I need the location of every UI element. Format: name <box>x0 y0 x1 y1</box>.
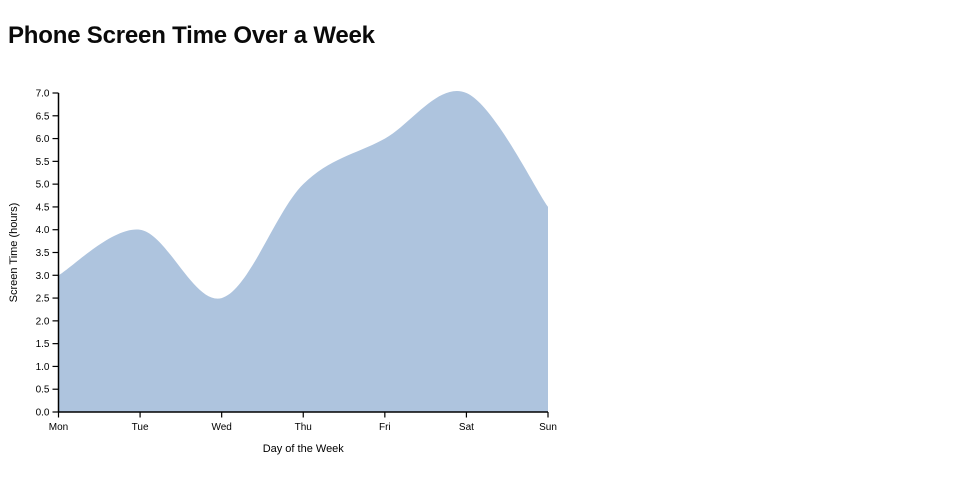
x-tick-label: Fri <box>379 422 391 433</box>
y-tick-label: 7.0 <box>36 89 50 100</box>
chart-title: Phone Screen Time Over a Week <box>8 22 375 49</box>
x-tick-label: Tue <box>132 422 149 433</box>
y-tick-label: 1.0 <box>36 362 50 373</box>
y-tick-label: 6.0 <box>36 134 50 145</box>
y-tick-label: 3.0 <box>36 271 50 282</box>
x-tick-label: Mon <box>49 422 68 433</box>
y-tick-label: 4.0 <box>36 225 50 236</box>
y-tick-label: 5.5 <box>36 157 50 168</box>
x-tick-label: Wed <box>211 422 231 433</box>
x-tick-label: Thu <box>295 422 312 433</box>
y-tick-label: 0.5 <box>36 385 50 396</box>
y-tick-label: 2.5 <box>36 294 50 305</box>
y-tick-label: 6.5 <box>36 111 50 122</box>
y-tick-label: 0.0 <box>36 408 50 419</box>
y-tick-label: 2.0 <box>36 316 50 327</box>
x-axis-title: Day of the Week <box>263 443 345 455</box>
y-axis-title: Screen Time (hours) <box>8 203 20 303</box>
area-series <box>58 91 548 412</box>
y-tick-label: 5.0 <box>36 180 50 191</box>
y-tick-label: 3.5 <box>36 248 50 259</box>
x-tick-label: Sun <box>539 422 557 433</box>
y-tick-label: 4.5 <box>36 202 50 213</box>
y-tick-label: 1.5 <box>36 339 50 350</box>
x-tick-label: Sat <box>459 422 474 433</box>
